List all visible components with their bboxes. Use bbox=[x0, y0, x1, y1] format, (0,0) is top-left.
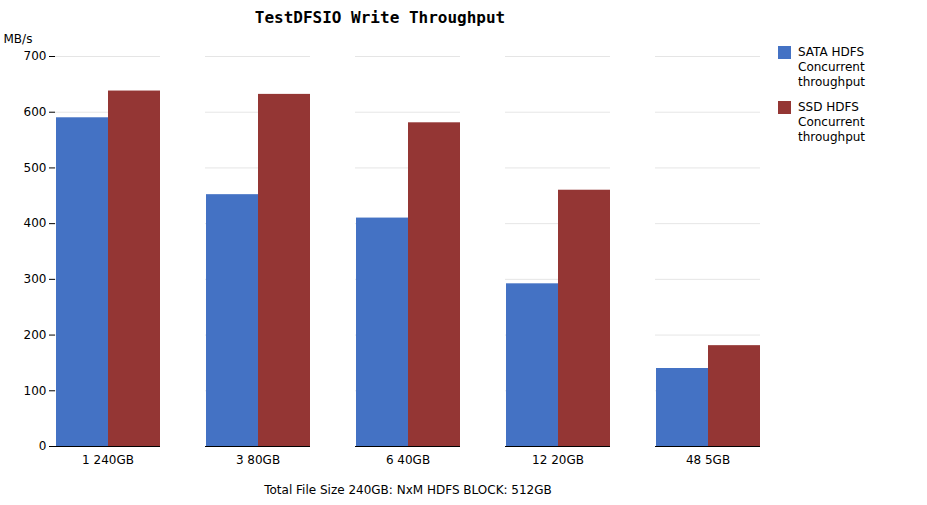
svg-text:1 240GB: 1 240GB bbox=[82, 453, 134, 467]
html-text:TestDFSIO Write Throughput: TestDFSIO Write Throughput bbox=[254, 8, 506, 27]
svg-text:400: 400 bbox=[24, 216, 47, 230]
svg-text:300: 300 bbox=[24, 272, 47, 286]
svg-text:700: 700 bbox=[24, 49, 47, 63]
svg-text:6 40GB: 6 40GB bbox=[386, 453, 430, 467]
html-text:SSD HDFS Concurrent throughput: SSD HDFS Concurrent throughput bbox=[798, 100, 866, 144]
svg-text:600: 600 bbox=[24, 105, 47, 119]
svg-text:100: 100 bbox=[24, 384, 47, 398]
svg-text:MB/s: MB/s bbox=[4, 32, 33, 46]
svg-text:12 20GB: 12 20GB bbox=[532, 453, 584, 467]
svg-text:500: 500 bbox=[24, 161, 47, 175]
svg-text:48 5GB: 48 5GB bbox=[686, 453, 730, 467]
html-text:SATA HDFS Concurrent throughpu: SATA HDFS Concurrent throughput bbox=[798, 45, 866, 89]
svg-text:0: 0 bbox=[39, 439, 47, 453]
svg-text:Total File Size 240GB: NxM HDF: Total File Size 240GB: NxM HDFS BLOCK: 5… bbox=[263, 483, 552, 497]
svg-text:200: 200 bbox=[24, 328, 47, 342]
svg-text:3 80GB: 3 80GB bbox=[236, 453, 280, 467]
